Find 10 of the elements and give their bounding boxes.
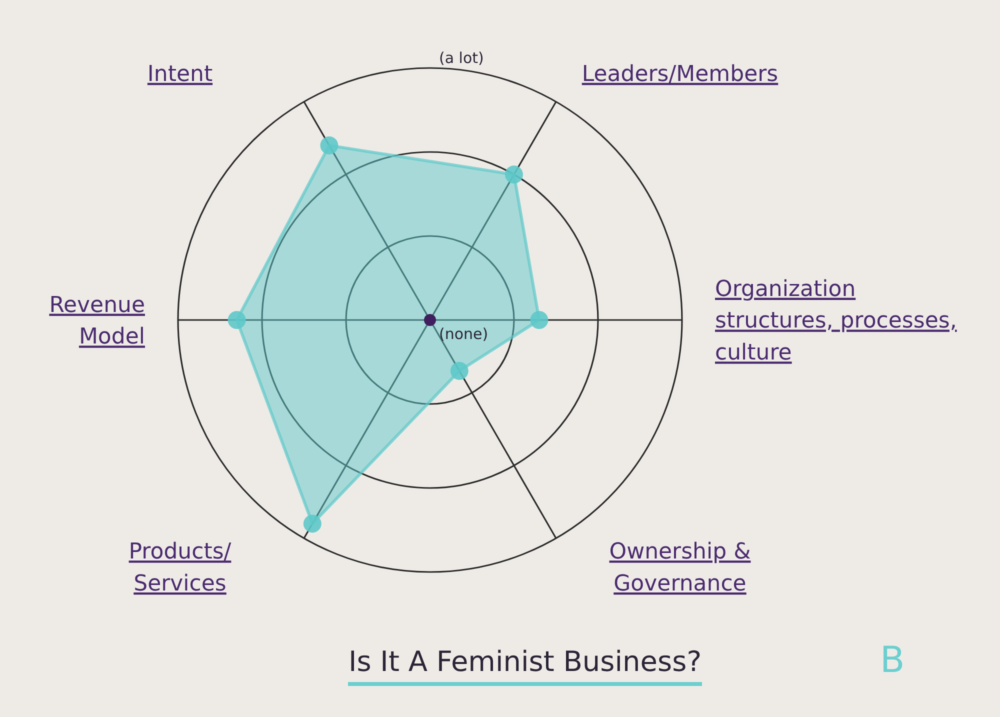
y-tick-label: (a lot) (439, 49, 484, 67)
spoke-label: Products/ Services (128, 540, 232, 596)
spoke-label: Revenue Model (49, 292, 145, 350)
text: Is It A Feminist Business? (348, 645, 702, 686)
spoke-label: Organization structures, processes, culture (715, 276, 957, 366)
y-tick-label: (none) (439, 325, 488, 343)
spoke-label: Ownership & Governance (609, 540, 751, 596)
spoke-label: Intent (147, 62, 213, 87)
spoke-label: Leaders/Members (582, 62, 778, 87)
text: B (880, 640, 905, 681)
